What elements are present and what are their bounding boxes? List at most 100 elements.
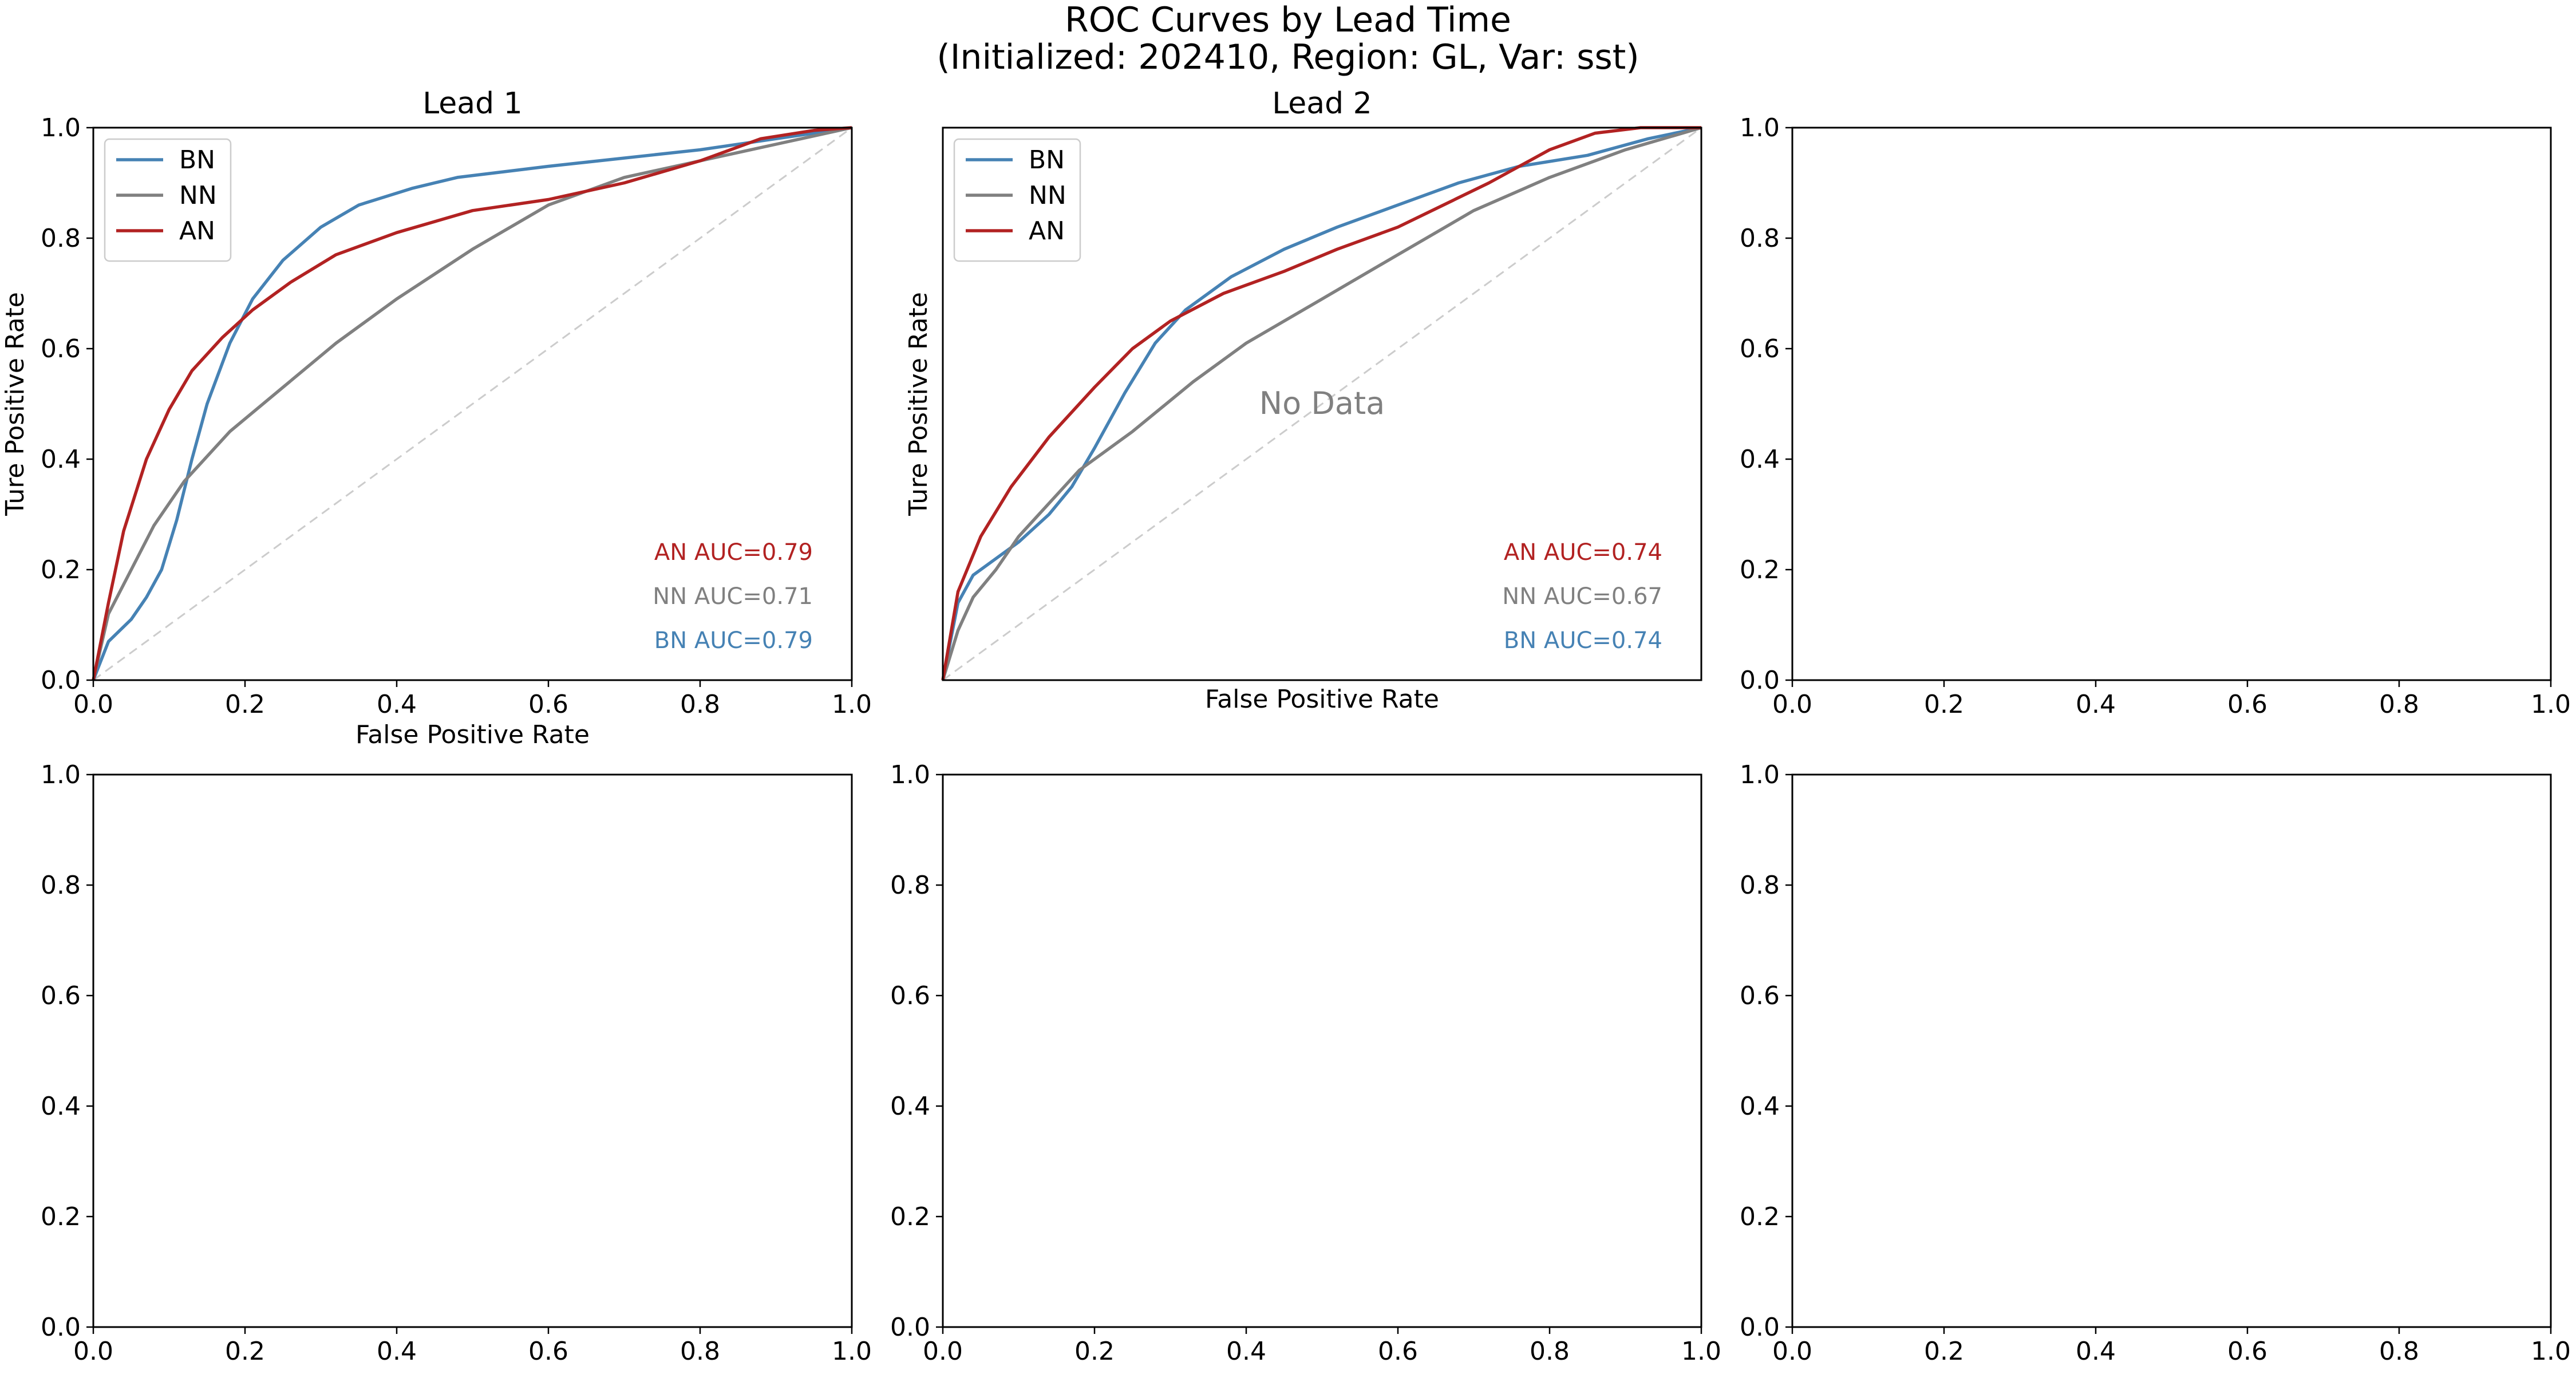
x-tick-label: 0.6 bbox=[2227, 690, 2267, 719]
x-tick-label: 0.0 bbox=[73, 690, 113, 719]
y-tick-label: 0.6 bbox=[1740, 334, 1780, 364]
roc-curve-nn bbox=[941, 126, 1702, 681]
legend-entry-an: AN bbox=[1029, 216, 1065, 246]
y-tick-label: 0.2 bbox=[1740, 1202, 1780, 1231]
subplot-5: 0.0 0.2 0.4 0.6 0.8 1.0 0.0 0.2 0.4 0.6 0.8 1.0 bbox=[890, 760, 1721, 1366]
x-tick-label: 0.0 bbox=[923, 1337, 963, 1366]
y-tick-label: 0.0 bbox=[890, 1313, 930, 1342]
x-tick-label: 0.2 bbox=[225, 1337, 265, 1366]
auc-label: AN AUC=0.79 bbox=[654, 539, 813, 566]
axes-frame bbox=[92, 127, 853, 681]
y-tick-label: 0.2 bbox=[41, 1202, 81, 1231]
x-tick-label: 0.8 bbox=[680, 1337, 720, 1366]
y-tick-label: 0.2 bbox=[890, 1202, 930, 1231]
legend-entry-bn: BN bbox=[179, 145, 215, 175]
x-tick-label: 0.6 bbox=[1378, 1337, 1418, 1366]
y-axis-label: Ture Positive Rate bbox=[1, 292, 30, 516]
subplot-1: 0.0 0.2 0.4 0.6 0.8 1.0 0.0 0.2 0.4 0.6 0.8 1.0 Lead… bbox=[1, 86, 872, 749]
y-tick-label: 0.6 bbox=[890, 981, 930, 1010]
x-tick-label: 0.8 bbox=[1530, 1337, 1570, 1366]
axes-frame bbox=[1791, 127, 2552, 681]
roc-curve-bn bbox=[941, 126, 1702, 681]
y-tick-label: 0.2 bbox=[1740, 555, 1780, 585]
y-tick-label: 1.0 bbox=[1740, 760, 1780, 789]
y-axis-label: Ture Positive Rate bbox=[904, 292, 933, 516]
auc-label: NN AUC=0.71 bbox=[653, 583, 813, 610]
x-tick-label: 0.2 bbox=[225, 690, 265, 719]
y-tick-label: 0.0 bbox=[41, 666, 81, 695]
x-tick-label: 0.0 bbox=[1772, 1337, 1812, 1366]
x-axis-label: False Positive Rate bbox=[355, 720, 590, 749]
y-tick-label: 0.4 bbox=[41, 445, 81, 474]
figure-title-line-1: ROC Curves by Lead Time bbox=[1065, 0, 1511, 40]
y-tick-label: 1.0 bbox=[41, 760, 81, 789]
y-tick-label: 1.0 bbox=[1740, 113, 1780, 143]
axes-frame bbox=[942, 773, 1702, 1328]
y-tick-label: 0.8 bbox=[1740, 224, 1780, 253]
legend-entry-nn: NN bbox=[1029, 181, 1066, 210]
y-tick-label: 0.4 bbox=[41, 1092, 81, 1121]
x-tick-label: 1.0 bbox=[832, 1337, 872, 1366]
y-tick-label: 0.8 bbox=[890, 871, 930, 900]
y-tick-label: 1.0 bbox=[41, 113, 81, 143]
subplot-2: Lead 2 False Positive Rate Ture Positive R… bbox=[904, 86, 1702, 714]
legend: BN NN AN bbox=[953, 138, 1081, 262]
x-tick-label: 0.6 bbox=[528, 1337, 568, 1366]
x-tick-label: 0.4 bbox=[377, 1337, 417, 1366]
subplot-grid: 0.0 0.2 0.4 0.6 0.8 1.0 0.0 0.2 0.4 0.6 0.8 1.0 Lead… bbox=[1, 86, 2571, 1366]
x-tick-label: 0.2 bbox=[1074, 1337, 1115, 1366]
subplot-3: 0.0 0.2 0.4 0.6 0.8 1.0 0.0 0.2 0.4 0.6 0.8 1.0 bbox=[1740, 113, 2571, 719]
x-tick-label: 1.0 bbox=[2531, 690, 2571, 719]
auc-label: BN AUC=0.79 bbox=[654, 627, 813, 654]
y-tick-label: 1.0 bbox=[890, 760, 930, 789]
subplot-title: Lead 1 bbox=[422, 86, 523, 121]
legend-entry-an: AN bbox=[179, 216, 215, 246]
roc-curve-an bbox=[92, 126, 852, 681]
axes-frame bbox=[92, 773, 853, 1328]
x-tick-label: 1.0 bbox=[2531, 1337, 2571, 1366]
x-tick-label: 1.0 bbox=[1681, 1337, 1721, 1366]
y-tick-label: 0.4 bbox=[1740, 445, 1780, 474]
x-tick-label: 0.6 bbox=[2227, 1337, 2267, 1366]
x-tick-label: 1.0 bbox=[832, 690, 872, 719]
axes-frame bbox=[942, 127, 1702, 681]
x-tick-label: 0.4 bbox=[1226, 1337, 1266, 1366]
auc-label: AN AUC=0.74 bbox=[1504, 539, 1662, 566]
y-tick-label: 0.8 bbox=[41, 224, 81, 253]
chance-diagonal-line bbox=[942, 127, 1702, 681]
x-axis-label: False Positive Rate bbox=[1205, 685, 1439, 714]
y-tick-label: 0.2 bbox=[41, 555, 81, 585]
figure-title-line-2: (Initialized: 202410, Region: GL, Var: s… bbox=[937, 37, 1639, 77]
roc-curve-an bbox=[941, 126, 1701, 681]
y-tick-label: 0.0 bbox=[1740, 1313, 1780, 1342]
x-tick-label: 0.4 bbox=[377, 690, 417, 719]
x-tick-label: 0.8 bbox=[680, 690, 720, 719]
x-tick-label: 0.4 bbox=[2076, 690, 2116, 719]
x-tick-label: 0.2 bbox=[1924, 1337, 1964, 1366]
y-tick-label: 0.8 bbox=[1740, 871, 1780, 900]
y-tick-label: 0.4 bbox=[890, 1092, 930, 1121]
x-tick-label: 0.6 bbox=[528, 690, 568, 719]
roc-curve-nn bbox=[92, 126, 852, 681]
axes-frame bbox=[1791, 773, 2552, 1328]
chance-diagonal-line bbox=[93, 127, 852, 681]
y-tick-label: 0.6 bbox=[1740, 981, 1780, 1010]
x-tick-label: 0.4 bbox=[2076, 1337, 2116, 1366]
y-tick-label: 0.6 bbox=[41, 981, 81, 1010]
x-tick-label: 0.8 bbox=[2379, 1337, 2419, 1366]
x-tick-label: 0.8 bbox=[2379, 690, 2419, 719]
x-tick-label: 0.0 bbox=[73, 1337, 113, 1366]
legend: BN NN AN bbox=[104, 138, 232, 262]
legend-entry-bn: BN bbox=[1029, 145, 1065, 175]
y-tick-label: 0.0 bbox=[41, 1313, 81, 1342]
y-tick-label: 0.0 bbox=[1740, 666, 1780, 695]
y-tick-label: 0.6 bbox=[41, 334, 81, 364]
auc-label: BN AUC=0.74 bbox=[1504, 627, 1662, 654]
x-tick-label: 0.2 bbox=[1924, 690, 1964, 719]
subplot-4: 0.0 0.2 0.4 0.6 0.8 1.0 0.0 0.2 0.4 0.6 0.8 1.0 bbox=[41, 760, 872, 1366]
subplot-6: 0.0 0.2 0.4 0.6 0.8 1.0 0.0 0.2 0.4 0.6 0.8 1.0 bbox=[1740, 760, 2571, 1366]
subplot-title: Lead 2 bbox=[1272, 86, 1372, 121]
x-tick-label: 0.0 bbox=[1772, 690, 1812, 719]
